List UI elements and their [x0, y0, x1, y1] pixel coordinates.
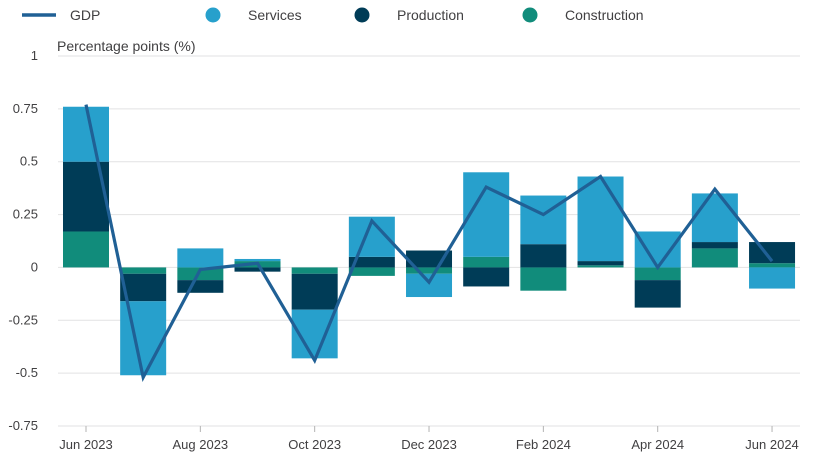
y-tick-label: -0.5	[16, 365, 38, 380]
x-tick-label: Jun 2023	[59, 437, 113, 452]
bar-production-nov-2023	[348, 256, 395, 268]
bar-services-sep-2023	[234, 258, 281, 262]
bar-production-jun-2023	[63, 161, 109, 232]
legend-label: Production	[397, 7, 464, 23]
bar-construction-apr-2024	[634, 267, 681, 281]
x-tick-label: Feb 2024	[516, 437, 571, 452]
y-tick-label: -0.25	[8, 312, 38, 327]
bar-construction-mar-2024	[577, 265, 624, 268]
legend-label: GDP	[70, 7, 100, 23]
y-tick-label: 1	[31, 48, 38, 63]
legend-item-construction: Construction	[522, 7, 644, 23]
y-axis: 1 0.75 0.5 0.25 0 -0.25 -0.5 -0.75	[8, 48, 38, 433]
bar-services-apr-2024	[634, 231, 681, 268]
y-tick-label: 0.25	[13, 207, 38, 222]
x-tick-label: Dec 2023	[401, 437, 457, 452]
bar-construction-jan-2024	[463, 256, 510, 268]
gdp-line-layer	[84, 104, 774, 383]
bar-services-jul-2023	[120, 301, 167, 376]
bar-production-mar-2024	[577, 261, 624, 266]
bar-construction-feb-2024	[520, 267, 567, 291]
legend-item-gdp: GDP	[22, 7, 100, 23]
bar-construction-jun-2023	[63, 231, 109, 268]
bar-construction-aug-2023	[177, 267, 224, 281]
legend-dot-swatch	[522, 7, 538, 23]
bar-services-jun-2024	[749, 267, 796, 289]
x-tick-label: Apr 2024	[631, 437, 684, 452]
bars	[63, 106, 796, 376]
legend-item-services: Services	[205, 7, 302, 23]
y-tick-label: 0	[31, 259, 38, 274]
y-axis-label: Percentage points (%)	[57, 38, 196, 54]
bar-services-dec-2023	[406, 273, 453, 298]
bar-production-aug-2023	[177, 280, 224, 293]
bar-services-jun-2023	[63, 106, 109, 162]
bar-production-sep-2023	[234, 267, 281, 272]
x-axis: Jun 2023 Aug 2023 Oct 2023 Dec 2023 Feb 2024…	[59, 426, 799, 452]
legend-label: Construction	[565, 7, 644, 23]
bar-construction-jul-2023	[120, 267, 167, 274]
grid-lines	[58, 55, 800, 427]
bar-construction-oct-2023	[291, 267, 338, 274]
bar-services-mar-2024	[577, 176, 624, 262]
legend: GDP Services Production Construction	[22, 7, 644, 23]
bar-services-aug-2023	[177, 248, 224, 268]
gdp-line	[84, 104, 774, 383]
x-tick-label: Jun 2024	[745, 437, 799, 452]
bar-production-apr-2024	[634, 280, 681, 308]
legend-dot-swatch	[354, 7, 370, 23]
legend-item-production: Production	[354, 7, 464, 23]
bar-construction-dec-2023	[406, 267, 453, 274]
bar-construction-jun-2024	[749, 263, 796, 268]
y-tick-label: 0.75	[13, 101, 38, 116]
bar-production-feb-2024	[520, 244, 567, 268]
bar-production-oct-2023	[291, 273, 338, 310]
x-tick-label: Aug 2023	[173, 437, 229, 452]
bar-construction-nov-2023	[348, 267, 395, 276]
bar-construction-may-2024	[691, 248, 738, 268]
legend-label: Services	[248, 7, 302, 23]
bar-production-may-2024	[691, 242, 738, 249]
y-tick-label: -0.75	[8, 418, 38, 433]
bar-services-may-2024	[691, 193, 738, 243]
bar-production-jan-2024	[463, 267, 510, 287]
legend-dot-swatch	[205, 7, 221, 23]
y-tick-label: 0.5	[20, 154, 38, 169]
x-tick-label: Oct 2023	[288, 437, 341, 452]
